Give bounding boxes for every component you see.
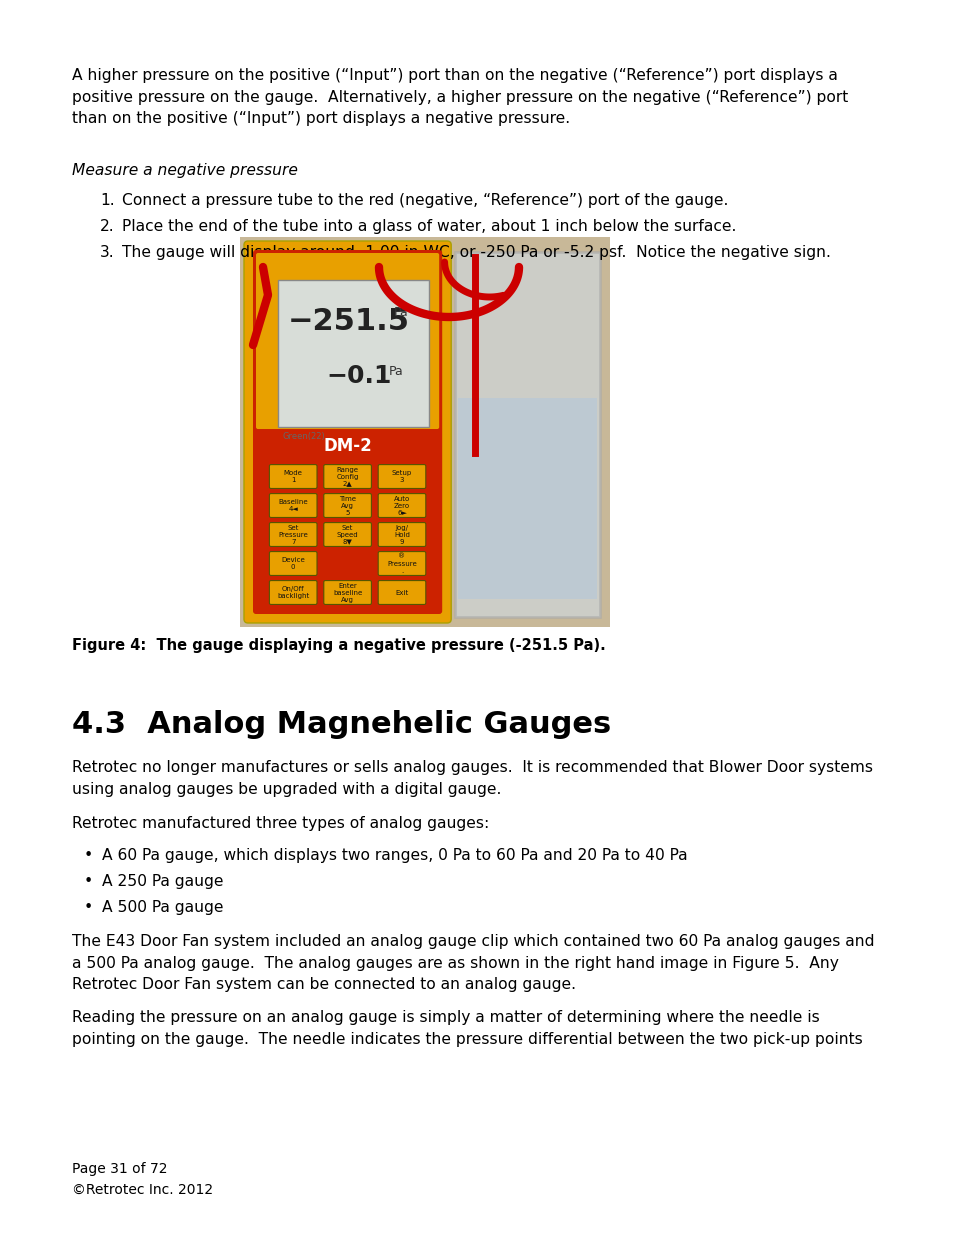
Text: •: • xyxy=(84,848,93,863)
Text: ®
Pressure
.: ® Pressure . xyxy=(387,553,416,573)
Text: Setup
3: Setup 3 xyxy=(392,471,412,483)
Text: •: • xyxy=(84,900,93,915)
FancyBboxPatch shape xyxy=(377,552,425,576)
Text: The gauge will display around -1.00 in WC, or -250 Pa or -5.2 psf.  Notice the n: The gauge will display around -1.00 in W… xyxy=(122,245,830,261)
FancyBboxPatch shape xyxy=(323,494,371,517)
FancyBboxPatch shape xyxy=(244,241,451,622)
FancyBboxPatch shape xyxy=(377,522,425,546)
Text: 4.3  Analog Magnehelic Gauges: 4.3 Analog Magnehelic Gauges xyxy=(71,710,611,739)
FancyBboxPatch shape xyxy=(269,464,316,489)
FancyBboxPatch shape xyxy=(377,464,425,489)
Text: Exit: Exit xyxy=(395,589,408,595)
FancyBboxPatch shape xyxy=(269,552,316,576)
Text: Retrotec manufactured three types of analog gauges:: Retrotec manufactured three types of ana… xyxy=(71,816,489,831)
Text: 3.: 3. xyxy=(100,245,114,261)
Text: The E43 Door Fan system included an analog gauge clip which contained two 60 Pa : The E43 Door Fan system included an anal… xyxy=(71,934,874,992)
FancyBboxPatch shape xyxy=(377,494,425,517)
Bar xyxy=(457,398,597,599)
Text: 2.: 2. xyxy=(100,219,114,233)
Text: Device
0: Device 0 xyxy=(281,557,305,571)
Text: Retrotec no longer manufactures or sells analog gauges.  It is recommended that : Retrotec no longer manufactures or sells… xyxy=(71,760,872,797)
Text: 1.: 1. xyxy=(100,193,114,207)
Text: −251.5: −251.5 xyxy=(287,306,409,336)
Text: DM-2: DM-2 xyxy=(323,437,372,454)
Text: Place the end of the tube into a glass of water, about 1 inch below the surface.: Place the end of the tube into a glass o… xyxy=(122,219,736,233)
Text: −0.1: −0.1 xyxy=(326,363,391,388)
Bar xyxy=(455,252,599,618)
Text: Time
Avg
5: Time Avg 5 xyxy=(338,495,355,515)
Text: Reading the pressure on an analog gauge is simply a matter of determining where : Reading the pressure on an analog gauge … xyxy=(71,1010,862,1046)
FancyBboxPatch shape xyxy=(269,522,316,546)
Text: A 250 Pa gauge: A 250 Pa gauge xyxy=(102,874,223,889)
FancyBboxPatch shape xyxy=(323,522,371,546)
Text: A 500 Pa gauge: A 500 Pa gauge xyxy=(102,900,223,915)
Text: •: • xyxy=(84,874,93,889)
Text: Set
Speed
8▼: Set Speed 8▼ xyxy=(336,525,358,545)
FancyBboxPatch shape xyxy=(269,494,316,517)
Text: Set
Pressure
7: Set Pressure 7 xyxy=(278,525,308,545)
Text: Pa: Pa xyxy=(394,306,408,319)
FancyBboxPatch shape xyxy=(269,580,316,604)
Text: Measure a negative pressure: Measure a negative pressure xyxy=(71,163,297,178)
FancyBboxPatch shape xyxy=(377,580,425,604)
Text: Connect a pressure tube to the red (negative, “Reference”) port of the gauge.: Connect a pressure tube to the red (nega… xyxy=(122,193,727,207)
FancyBboxPatch shape xyxy=(255,253,438,429)
Text: On/Off
backlight: On/Off backlight xyxy=(276,585,309,599)
Text: Figure 4:  The gauge displaying a negative pressure (-251.5 Pa).: Figure 4: The gauge displaying a negativ… xyxy=(71,638,605,653)
Text: Enter
baseline
Avg: Enter baseline Avg xyxy=(333,583,362,603)
Bar xyxy=(277,280,429,427)
Text: Pa: Pa xyxy=(388,364,403,378)
Text: A higher pressure on the positive (“Input”) port than on the negative (“Referenc: A higher pressure on the positive (“Inpu… xyxy=(71,68,847,126)
Text: A 60 Pa gauge, which displays two ranges, 0 Pa to 60 Pa and 20 Pa to 40 Pa: A 60 Pa gauge, which displays two ranges… xyxy=(102,848,687,863)
FancyBboxPatch shape xyxy=(253,249,442,614)
Text: Green(22): Green(22) xyxy=(283,432,325,441)
Text: Mode
1: Mode 1 xyxy=(283,471,302,483)
Text: Range
Config
2▲: Range Config 2▲ xyxy=(336,467,358,487)
Text: Baseline
4◄: Baseline 4◄ xyxy=(278,499,308,513)
Text: Auto
Zero
6►: Auto Zero 6► xyxy=(394,495,410,515)
FancyBboxPatch shape xyxy=(323,580,371,604)
Text: ©Retrotec Inc. 2012: ©Retrotec Inc. 2012 xyxy=(71,1183,213,1197)
Text: Page 31 of 72: Page 31 of 72 xyxy=(71,1162,168,1176)
Bar xyxy=(240,237,609,627)
FancyBboxPatch shape xyxy=(323,464,371,489)
Text: Jog/
Hold
9: Jog/ Hold 9 xyxy=(394,525,410,545)
